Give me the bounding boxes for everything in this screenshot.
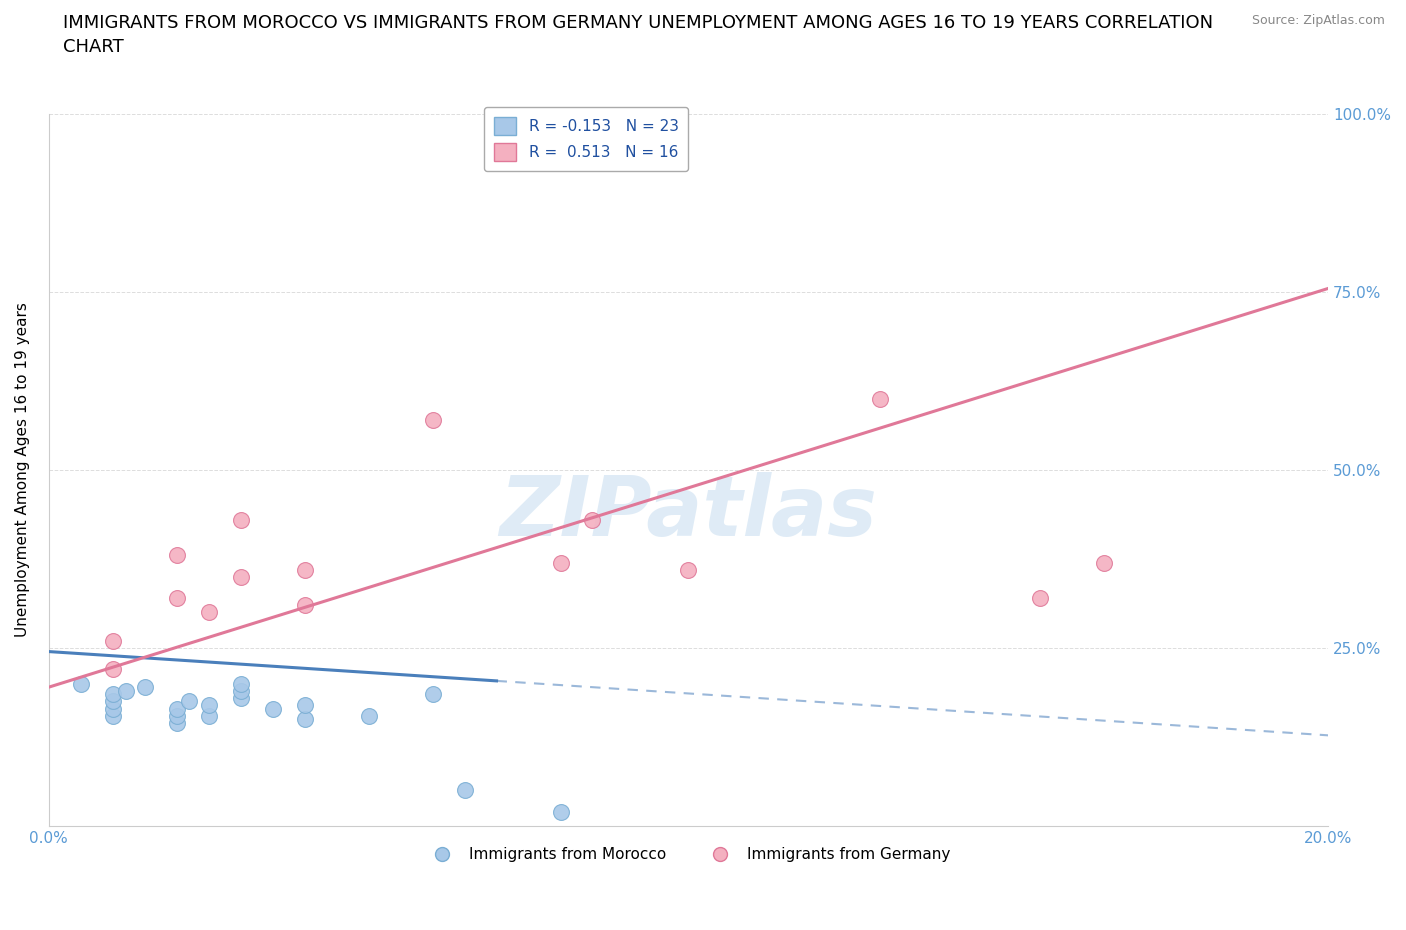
- Legend: Immigrants from Morocco, Immigrants from Germany: Immigrants from Morocco, Immigrants from…: [420, 841, 956, 869]
- Point: [166, 548, 188, 563]
- Point: [262, 701, 284, 716]
- Point: [422, 413, 444, 428]
- Point: [294, 698, 316, 712]
- Point: [101, 709, 124, 724]
- Text: IMMIGRANTS FROM MOROCCO VS IMMIGRANTS FROM GERMANY UNEMPLOYMENT AMONG AGES 16 TO: IMMIGRANTS FROM MOROCCO VS IMMIGRANTS FR…: [63, 14, 1213, 56]
- Point: [294, 598, 316, 613]
- Point: [229, 684, 252, 698]
- Point: [101, 633, 124, 648]
- Point: [101, 687, 124, 702]
- Text: ZIPatlas: ZIPatlas: [499, 472, 877, 553]
- Y-axis label: Unemployment Among Ages 16 to 19 years: Unemployment Among Ages 16 to 19 years: [15, 302, 30, 637]
- Point: [229, 676, 252, 691]
- Point: [453, 783, 475, 798]
- Point: [229, 512, 252, 527]
- Point: [294, 563, 316, 578]
- Point: [179, 694, 201, 709]
- Point: [229, 690, 252, 705]
- Point: [166, 709, 188, 724]
- Point: [166, 591, 188, 605]
- Point: [1092, 555, 1115, 570]
- Point: [166, 701, 188, 716]
- Point: [550, 804, 572, 819]
- Point: [69, 676, 91, 691]
- Point: [101, 662, 124, 677]
- Point: [1029, 591, 1052, 605]
- Point: [357, 709, 380, 724]
- Point: [114, 684, 136, 698]
- Point: [229, 569, 252, 584]
- Point: [294, 711, 316, 726]
- Text: Source: ZipAtlas.com: Source: ZipAtlas.com: [1251, 14, 1385, 27]
- Point: [101, 701, 124, 716]
- Point: [678, 563, 700, 578]
- Point: [422, 687, 444, 702]
- Point: [166, 715, 188, 730]
- Point: [134, 680, 156, 695]
- Point: [581, 512, 603, 527]
- Point: [869, 392, 891, 406]
- Point: [197, 709, 219, 724]
- Point: [550, 555, 572, 570]
- Point: [197, 698, 219, 712]
- Point: [197, 605, 219, 620]
- Point: [101, 694, 124, 709]
